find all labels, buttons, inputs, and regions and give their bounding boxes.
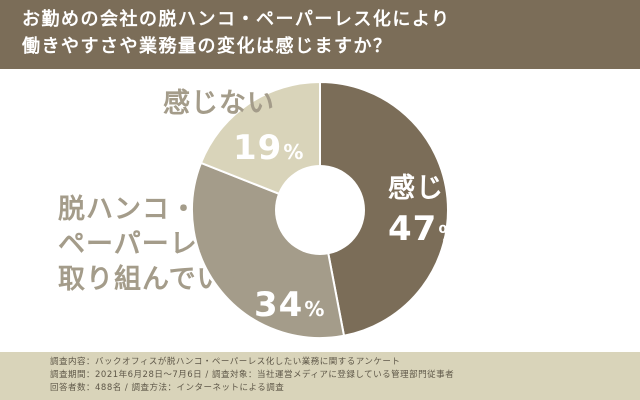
label-not-implemented-line-3: 取り組んでいない bbox=[58, 264, 281, 295]
footer-survey-content: 調査内容：バックオフィスが脱ハンコ・ペーパーレス化したい業務に関するアンケート bbox=[50, 357, 401, 367]
label-not-implemented-line-1: 脱ハンコ・ bbox=[58, 194, 198, 225]
label-no-feel-percent: 19 bbox=[233, 128, 283, 168]
label-feel-name: 感じる bbox=[388, 173, 472, 204]
title-line-2: 働きやすさや業務量の変化は感じますか？ bbox=[22, 36, 393, 57]
label-feel: 感じる 47% bbox=[388, 175, 472, 246]
donut-hole bbox=[275, 165, 365, 255]
label-feel-value: 47% bbox=[388, 212, 472, 246]
label-not-implemented-line-2: ペーパーレス化に bbox=[58, 229, 282, 260]
title-line-1: お勤めの会社の脱ハンコ・ペーパーレス化により bbox=[22, 9, 451, 30]
label-not-implemented: 脱ハンコ・ ペーパーレス化に 取り組んでいない 34% bbox=[58, 192, 324, 322]
label-not-implemented-percent-sign: % bbox=[304, 297, 325, 321]
label-no-feel-name: 感じない bbox=[163, 88, 275, 119]
survey-footer: 調査内容：バックオフィスが脱ハンコ・ペーパーレス化したい業務に関するアンケート … bbox=[0, 352, 640, 400]
label-no-feel: 感じない 19% bbox=[163, 90, 303, 165]
label-not-implemented-value: 34% bbox=[254, 288, 324, 322]
footer-respondents: 回答者数：488名 / 調査方法：インターネットによる調査 bbox=[50, 383, 285, 393]
label-no-feel-percent-sign: % bbox=[283, 140, 304, 164]
label-no-feel-value: 19% bbox=[163, 131, 303, 165]
pie-slice-1 bbox=[319, 80, 449, 337]
footer-survey-period: 調査期間：2021年6月28日〜7月6日 / 調査対象：当社運営メディアに登録し… bbox=[50, 370, 455, 380]
label-feel-percent-sign: % bbox=[438, 221, 459, 245]
title-banner: お勤めの会社の脱ハンコ・ペーパーレス化により 働きやすさや業務量の変化は感じます… bbox=[0, 0, 640, 69]
label-not-implemented-percent: 34 bbox=[254, 285, 304, 325]
label-feel-percent: 47 bbox=[388, 209, 438, 249]
